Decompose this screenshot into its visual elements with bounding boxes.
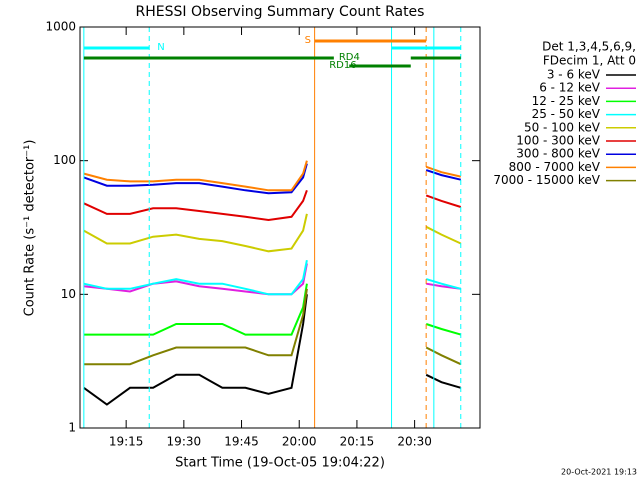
series-line [83,160,462,192]
x-tick-label: 20:00 [282,435,317,449]
legend-header: Det 1,3,4,5,6,9, [542,40,636,54]
legend-label: 6 - 12 keV [539,81,601,95]
legend-label: 3 - 6 keV [547,68,601,82]
y-tick-label: 1000 [45,20,76,34]
x-axis-label: Start Time (19-Oct-05 19:04:22) [175,456,385,471]
series-line [83,163,462,195]
x-tick-label: 20:30 [397,435,432,449]
legend-label: 800 - 7000 keV [509,160,601,174]
series-line [83,189,462,222]
y-tick-label: 100 [53,153,76,167]
series-line [83,213,462,253]
y-tick-label: 1 [68,421,76,435]
flag-label: RD16 [329,60,356,71]
y-tick-label: 10 [61,287,76,301]
legend-label: 50 - 100 keV [524,120,601,134]
legend-label: 100 - 300 keV [516,134,600,148]
legend-label: 300 - 800 keV [516,147,600,161]
flag-label: N [157,42,164,53]
chart-title: RHESSI Observing Summary Count Rates [136,4,425,20]
x-tick-label: 20:15 [340,435,375,449]
x-tick-label: 19:15 [109,435,144,449]
x-tick-label: 19:30 [167,435,202,449]
legend-label: 7000 - 15000 keV [493,173,600,187]
flag-label: RD4 [339,52,360,63]
footer: 20-Oct-2021 19:13 [561,468,637,477]
series-line [83,294,462,406]
series-line [83,260,462,296]
legend-label: 25 - 50 keV [532,107,601,121]
legend-header: FDecim 1, Att 0 [543,54,636,68]
flag-label: S [305,35,311,46]
series-line [83,283,462,336]
plot-frame [79,26,481,429]
series-line [83,288,462,366]
y-axis-label: Count Rate (s⁻¹ detector⁻¹) [23,140,38,317]
x-tick-label: 19:45 [224,435,259,449]
legend-label: 12 - 25 keV [532,94,601,108]
